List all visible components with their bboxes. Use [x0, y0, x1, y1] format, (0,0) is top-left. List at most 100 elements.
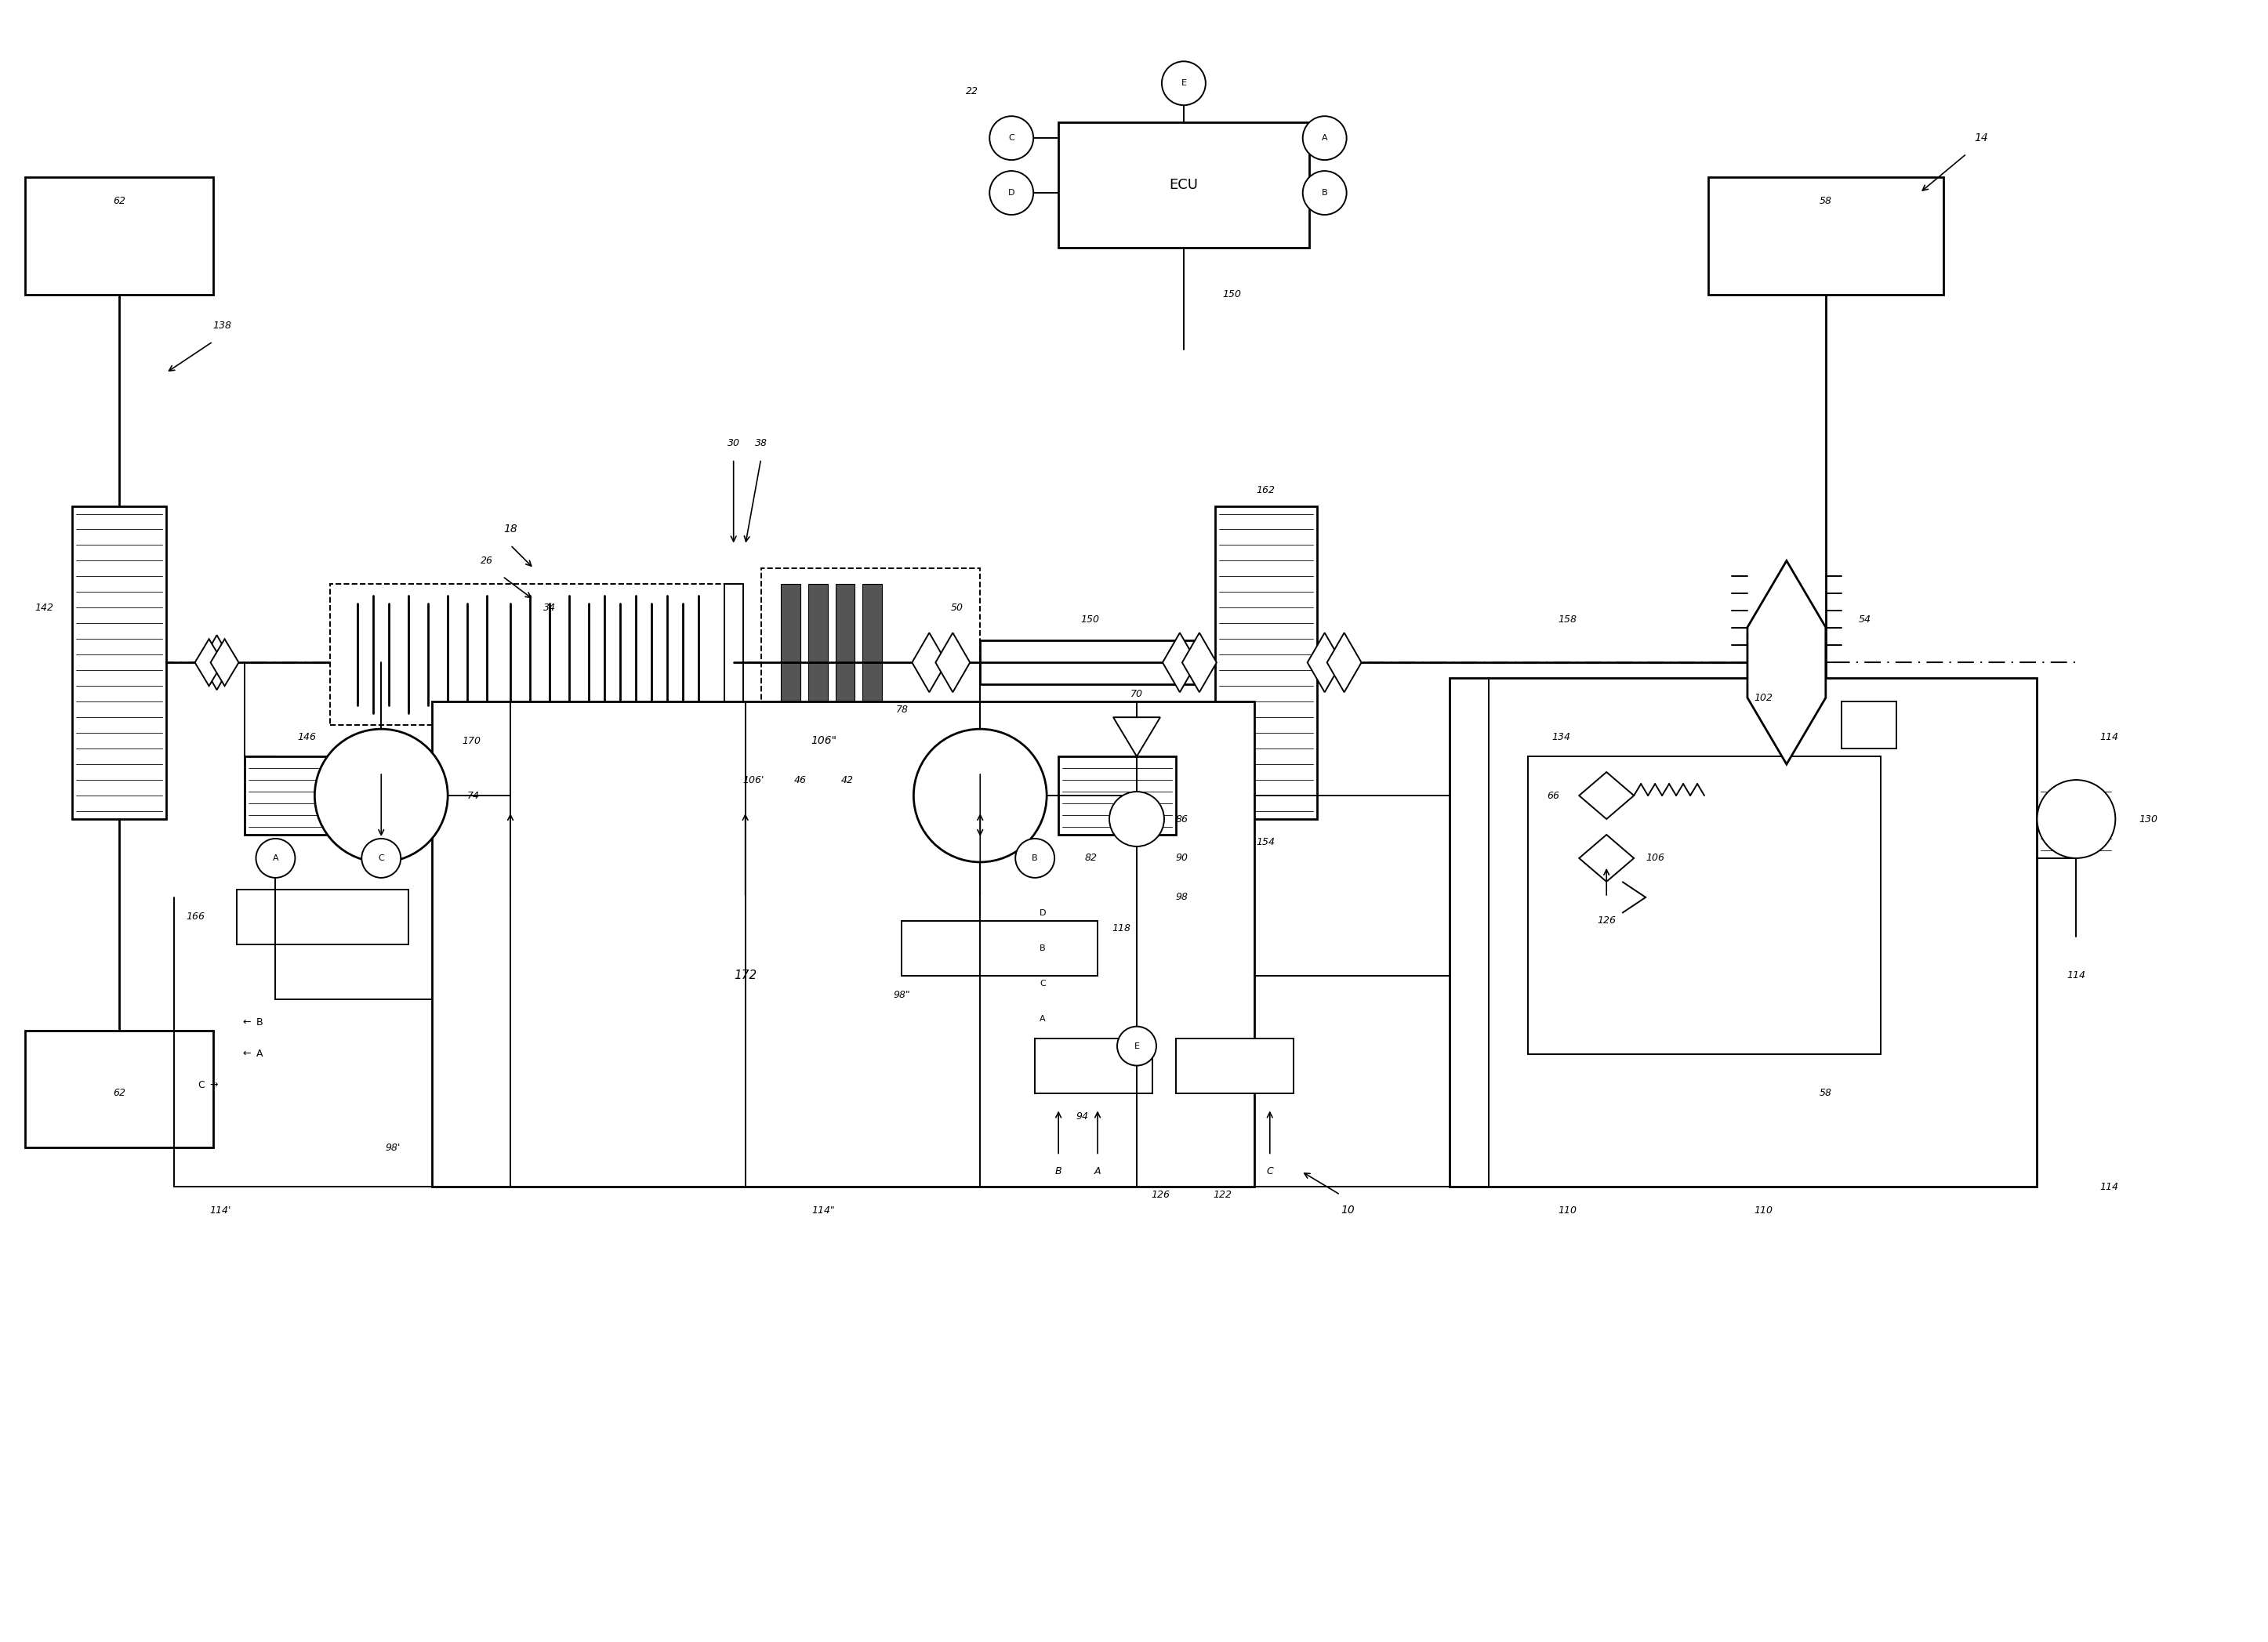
Circle shape — [361, 839, 401, 878]
Text: 90: 90 — [1175, 854, 1188, 864]
Circle shape — [256, 839, 295, 878]
Text: A: A — [1039, 1015, 1046, 1023]
Text: C: C — [1009, 135, 1014, 141]
Text: B: B — [1039, 944, 1046, 952]
Text: 102: 102 — [1753, 693, 1774, 703]
Text: C $\rightarrow$: C $\rightarrow$ — [197, 1080, 218, 1090]
Text: A: A — [1322, 135, 1327, 141]
Text: 62: 62 — [113, 1089, 125, 1098]
Polygon shape — [202, 635, 231, 690]
Text: 162: 162 — [1256, 484, 1275, 496]
Text: 82: 82 — [1084, 854, 1098, 864]
Text: 78: 78 — [896, 704, 907, 714]
Polygon shape — [1327, 632, 1361, 693]
Circle shape — [1118, 1026, 1157, 1066]
Text: C: C — [1039, 980, 1046, 987]
Text: 14: 14 — [1975, 133, 1989, 143]
Text: B: B — [1032, 854, 1039, 862]
Text: 98: 98 — [1175, 892, 1188, 903]
Polygon shape — [1163, 632, 1198, 693]
Bar — [835, 585, 855, 741]
Text: 134: 134 — [1551, 732, 1569, 742]
Bar — [1842, 701, 1896, 749]
Text: 110: 110 — [1753, 1205, 1774, 1215]
Text: E: E — [1182, 79, 1186, 87]
Text: 106": 106" — [810, 736, 837, 745]
Bar — [245, 757, 361, 834]
Bar — [236, 890, 408, 944]
Circle shape — [1016, 839, 1055, 878]
Bar — [1449, 678, 2037, 1187]
Bar — [980, 640, 1200, 685]
Polygon shape — [195, 639, 222, 686]
Polygon shape — [1182, 632, 1216, 693]
Polygon shape — [934, 632, 971, 693]
Text: 146: 146 — [297, 732, 315, 742]
Text: C: C — [379, 854, 383, 862]
Text: D: D — [1009, 189, 1014, 197]
Bar — [1034, 1038, 1152, 1094]
Text: 22: 22 — [966, 85, 978, 97]
Text: 38: 38 — [755, 438, 767, 448]
Text: 106: 106 — [1647, 854, 1665, 864]
Text: 110: 110 — [1558, 1205, 1576, 1215]
Bar — [1216, 506, 1318, 819]
Text: 58: 58 — [1819, 195, 1833, 205]
Text: 138: 138 — [213, 320, 231, 332]
Polygon shape — [1306, 632, 1343, 693]
Circle shape — [1109, 791, 1163, 846]
Text: 18: 18 — [503, 524, 517, 535]
Bar — [1708, 1031, 1944, 1148]
Text: $\leftarrow$ B: $\leftarrow$ B — [240, 1018, 263, 1028]
Text: C: C — [1266, 1166, 1272, 1176]
Polygon shape — [211, 639, 238, 686]
Polygon shape — [912, 632, 946, 693]
Text: 30: 30 — [728, 438, 739, 448]
Bar — [25, 177, 213, 294]
Bar — [331, 585, 737, 726]
Text: 170: 170 — [463, 736, 481, 745]
Text: 98': 98' — [386, 1143, 401, 1153]
Text: 34: 34 — [544, 603, 556, 612]
Text: 114: 114 — [2100, 1182, 2118, 1192]
Polygon shape — [1114, 718, 1161, 757]
Text: 46: 46 — [794, 775, 807, 785]
Bar — [1059, 757, 1175, 834]
Text: 74: 74 — [467, 790, 481, 801]
Text: 126: 126 — [1597, 916, 1615, 926]
Text: A: A — [272, 854, 279, 862]
Text: 94: 94 — [1075, 1112, 1089, 1121]
Text: 166: 166 — [186, 911, 204, 921]
Text: 150: 150 — [1222, 289, 1241, 300]
Text: 158: 158 — [1558, 614, 1576, 624]
Text: 114": 114" — [812, 1205, 835, 1215]
Circle shape — [1161, 61, 1207, 105]
Text: 114': 114' — [211, 1205, 231, 1215]
Text: 50: 50 — [950, 603, 964, 612]
Circle shape — [989, 171, 1034, 215]
Text: E: E — [1134, 1043, 1139, 1049]
Polygon shape — [1579, 834, 1633, 882]
Bar — [862, 585, 882, 741]
Text: 58: 58 — [1819, 1089, 1833, 1098]
Text: 130: 130 — [2139, 814, 2157, 824]
Text: A: A — [1093, 1166, 1100, 1176]
Bar — [762, 568, 980, 757]
Circle shape — [1302, 171, 1347, 215]
Bar — [73, 506, 166, 819]
Bar — [807, 585, 828, 741]
Text: 10: 10 — [1340, 1205, 1354, 1215]
Text: 172: 172 — [735, 970, 758, 982]
Text: B: B — [1322, 189, 1327, 197]
Text: 26: 26 — [481, 555, 492, 566]
Circle shape — [315, 729, 447, 862]
Text: 154: 154 — [1256, 837, 1275, 847]
Bar — [723, 585, 744, 726]
Text: 70: 70 — [1129, 688, 1143, 699]
Text: 142: 142 — [36, 603, 54, 612]
Text: 54: 54 — [1857, 614, 1871, 624]
Circle shape — [1302, 117, 1347, 159]
Text: 126: 126 — [1150, 1190, 1170, 1200]
Text: D: D — [1039, 910, 1046, 916]
Bar — [1708, 177, 1944, 294]
